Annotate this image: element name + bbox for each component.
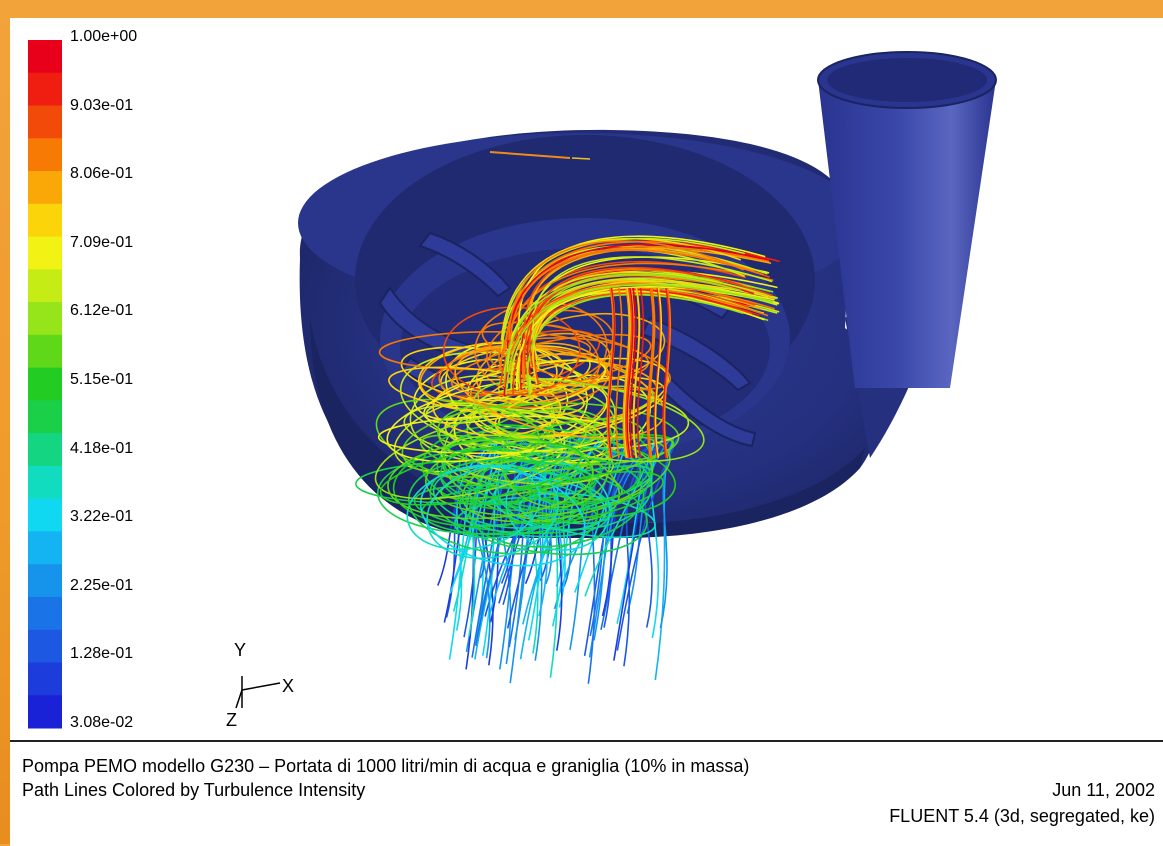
legend-swatch [28, 269, 62, 303]
path-line [623, 287, 632, 459]
legend-tick-label: 5.15e-01 [70, 371, 134, 388]
legend-swatch [28, 72, 62, 107]
legend-tick-label: 1.00e+00 [70, 28, 138, 45]
path-line [437, 437, 498, 586]
legend-tick-label: 4.18e-01 [70, 439, 134, 457]
legend-swatch [28, 40, 62, 74]
path-line [452, 437, 499, 612]
path-line [417, 342, 558, 411]
path-line [529, 266, 773, 368]
path-line [505, 470, 664, 524]
legend-swatch [28, 695, 62, 729]
path-line [388, 366, 585, 418]
legend-swatch [28, 367, 62, 401]
path-line [607, 287, 615, 459]
path-line [613, 437, 651, 661]
axis-triad [235, 676, 281, 709]
path-line [516, 290, 765, 390]
caption-software: FLUENT 5.4 (3d, segregated, ke) [889, 806, 1155, 826]
path-line [663, 287, 672, 459]
legend-swatch [28, 596, 62, 631]
path-line [379, 442, 583, 506]
path-line [629, 287, 637, 459]
legend-swatch [28, 236, 62, 270]
caption-title: Pompa PEMO modello G230 – Portata di 100… [22, 756, 750, 776]
path-line [626, 287, 634, 459]
path-line [497, 352, 608, 405]
path-line [436, 405, 540, 465]
path-line [449, 437, 499, 594]
path-line [466, 402, 680, 466]
legend-swatch [28, 171, 62, 205]
axis-y-label: Y [234, 640, 247, 660]
path-line [387, 438, 594, 520]
caption-date: Jun 11, 2002 [1052, 780, 1155, 800]
legend-swatch [28, 203, 62, 238]
path-line [648, 287, 656, 459]
legend-tick-label: 1.28e-01 [70, 645, 134, 663]
render-window: 1.00e+00 9.03e-01 8.06e-01 7.09e-01 6.12e-01… [10, 18, 1163, 846]
graphics-viewport: 1.00e+00 9.03e-01 8.06e-01 7.09e-01 6.12e-01… [10, 18, 1163, 740]
path-line [442, 306, 581, 396]
legend-swatch [28, 400, 62, 434]
legend-tick-label: 7.09e-01 [70, 233, 134, 251]
pump-scene [28, 40, 997, 729]
path-line [484, 468, 614, 525]
path-line [497, 445, 653, 531]
axis-z-label: Z [226, 710, 237, 730]
path-line [527, 293, 744, 398]
legend-swatch [28, 433, 62, 467]
path-line [506, 284, 774, 389]
legend-swatch [28, 531, 62, 565]
legend-swatch [28, 662, 62, 696]
path-line [662, 287, 670, 459]
color-legend-bar [28, 40, 62, 729]
path-line [509, 249, 764, 351]
legend-swatch [28, 138, 62, 172]
legend-tick-label: 2.25e-01 [70, 576, 134, 594]
legend-tick-label: 8.06e-01 [70, 165, 134, 183]
path-line [627, 287, 635, 459]
caption-subtitle: Path Lines Colored by Turbulence Intensi… [22, 780, 366, 800]
path-line [406, 464, 541, 551]
legend-tick-label: 9.03e-01 [70, 96, 134, 114]
discharge-cone [817, 51, 997, 388]
caption-panel: Pompa PEMO modello G230 – Portata di 100… [10, 740, 1163, 846]
path-line [468, 457, 645, 548]
path-line [526, 282, 779, 386]
legend-swatch [28, 302, 62, 336]
path-line [653, 287, 662, 459]
legend-swatch [28, 334, 62, 369]
legend-swatch [28, 105, 62, 139]
path-line [508, 240, 744, 340]
path-line [374, 410, 587, 500]
legend-swatch [28, 465, 62, 500]
legend-swatch [28, 629, 62, 663]
legend-tick-label: 3.08e-02 [70, 714, 134, 731]
path-line [624, 287, 633, 459]
path-line [429, 458, 648, 556]
path-line [646, 287, 655, 459]
path-line [501, 248, 746, 350]
path-line [503, 273, 742, 378]
path-line [622, 287, 630, 459]
legend-tick-label: 6.12e-01 [70, 302, 134, 320]
legend-swatch [28, 498, 62, 532]
legend-swatch [28, 564, 62, 598]
path-line [426, 464, 559, 560]
path-line [654, 287, 663, 459]
path-line [606, 287, 614, 459]
path-line [615, 287, 623, 459]
legend-tick-label: 3.22e-01 [70, 508, 134, 526]
path-line [632, 287, 641, 459]
path-line [506, 243, 770, 349]
path-lines [355, 235, 780, 684]
path-line [481, 321, 672, 391]
path-line [440, 434, 614, 485]
axis-x-label: X [282, 676, 295, 696]
path-line [636, 287, 645, 459]
path-line [450, 333, 652, 395]
